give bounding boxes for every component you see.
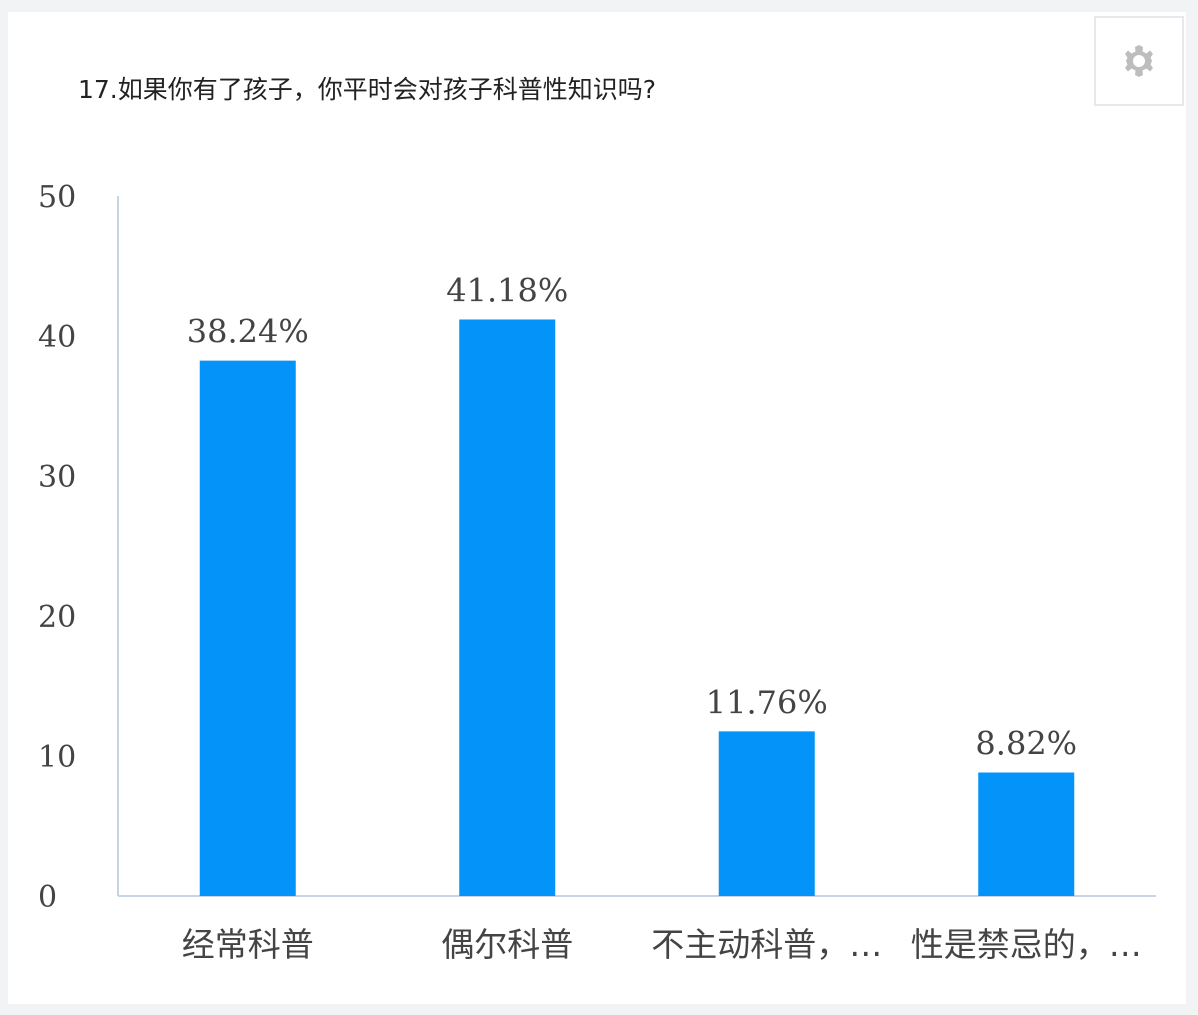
category-label: 不主动科普，… — [651, 925, 882, 964]
y-tick-label: 20 — [38, 600, 76, 635]
y-tick-label: 40 — [38, 320, 76, 355]
settings-button[interactable] — [1094, 16, 1184, 106]
category-label: 经常科普 — [182, 925, 314, 964]
y-tick-label: 10 — [38, 740, 76, 775]
bar — [459, 319, 556, 897]
y-tick-label: 50 — [38, 180, 76, 215]
data-label: 38.24% — [187, 313, 309, 351]
bar — [199, 360, 296, 896]
y-tick-label: 30 — [38, 460, 76, 495]
category-label: 性是禁忌的，… — [911, 925, 1142, 964]
chart-card: 17.如果你有了孩子，你平时会对孩子科普性知识吗? 0 10 20 30 40 50 38.… — [8, 12, 1186, 1004]
bar — [978, 772, 1075, 896]
category-label: 偶尔科普 — [441, 925, 573, 964]
bar — [718, 731, 815, 896]
question-title: 17.如果你有了孩子，你平时会对孩子科普性知识吗? — [78, 75, 657, 104]
data-label: 11.76% — [706, 683, 828, 721]
data-label: 41.18% — [446, 271, 568, 309]
data-label: 8.82% — [975, 725, 1077, 763]
gear-icon — [1125, 45, 1153, 77]
bar-chart: 0 10 20 30 40 50 38.24% 经常科普 41.18% 偶尔科普 11.76% 不主动… — [38, 180, 1156, 964]
y-tick-label: 0 — [38, 880, 57, 915]
